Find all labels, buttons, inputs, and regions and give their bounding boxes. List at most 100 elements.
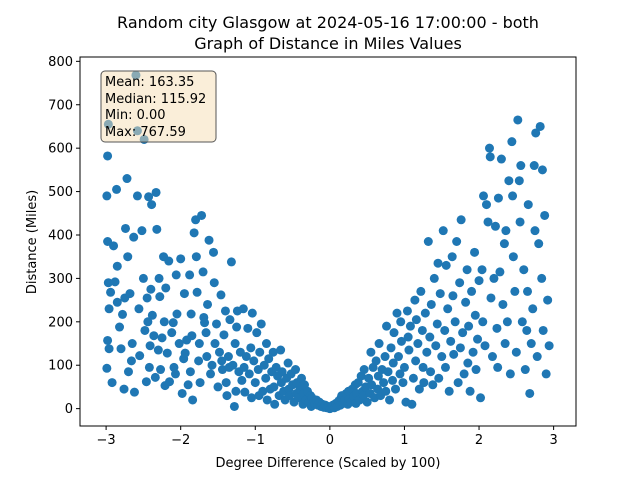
data-point-18: [118, 309, 128, 319]
data-point-131: [244, 369, 254, 379]
data-point-143: [259, 360, 269, 370]
data-point-293: [449, 349, 459, 359]
data-point-85: [191, 252, 201, 262]
data-point-117: [228, 360, 238, 370]
data-point-275: [426, 299, 436, 309]
x-axis-title: Degree Difference (Scaled by 100): [216, 456, 441, 471]
data-point-75: [180, 348, 190, 358]
data-point-242: [386, 343, 396, 353]
data-point-45: [146, 284, 156, 294]
data-point-236: [379, 378, 389, 388]
data-point-290: [446, 336, 456, 346]
data-point-28: [129, 232, 139, 242]
data-point-118: [229, 401, 239, 411]
data-point-262: [411, 356, 421, 366]
data-point-338: [505, 369, 515, 379]
data-point-130: [243, 323, 253, 333]
data-point-12: [110, 277, 120, 287]
data-point-77: [183, 380, 193, 390]
x-tick-label: 2: [475, 433, 483, 448]
data-point-339: [507, 137, 517, 147]
data-point-86: [192, 287, 202, 297]
data-point-347: [516, 161, 526, 171]
data-point-329: [493, 193, 503, 203]
data-point-103: [211, 319, 221, 329]
data-point-91: [198, 267, 208, 277]
data-point-328: [493, 362, 503, 372]
data-point-39: [141, 377, 151, 387]
data-point-246: [391, 384, 400, 394]
data-point-367: [541, 369, 551, 379]
data-point-266: [416, 286, 426, 296]
data-point-352: [523, 286, 533, 296]
data-point-44: [145, 341, 155, 351]
data-point-22: [122, 174, 132, 184]
data-point-255: [402, 306, 412, 316]
data-point-35: [137, 226, 147, 236]
data-point-345: [514, 176, 524, 186]
data-point-36: [138, 273, 148, 283]
data-point-322: [485, 152, 495, 162]
data-point-355: [526, 339, 536, 349]
data-point-280: [433, 258, 443, 268]
data-point-62: [164, 256, 174, 266]
data-point-307: [467, 286, 477, 296]
data-point-145: [261, 339, 271, 349]
data-point-294: [450, 317, 460, 327]
data-point-330: [495, 267, 505, 277]
data-point-263: [411, 315, 421, 325]
data-point-110: [220, 306, 230, 316]
data-point-82: [188, 395, 198, 405]
data-point-230: [371, 356, 381, 366]
data-point-25: [125, 289, 135, 299]
data-point-333: [499, 239, 509, 249]
data-point-281: [434, 373, 444, 383]
data-point-245: [389, 328, 399, 338]
data-point-270: [420, 308, 430, 318]
data-point-295: [452, 237, 462, 246]
data-point-369: [544, 341, 554, 351]
data-point-137: [252, 328, 262, 338]
data-point-357: [529, 161, 539, 171]
data-point-238: [381, 386, 391, 396]
data-point-99: [207, 360, 217, 370]
data-point-135: [249, 356, 259, 366]
data-point-304: [463, 358, 473, 368]
data-point-253: [399, 362, 409, 372]
data-point-15: [112, 297, 122, 307]
data-point-113: [223, 352, 233, 362]
data-point-53: [154, 273, 164, 283]
x-tick-label: −2: [171, 433, 190, 448]
data-point-90: [197, 210, 207, 220]
x-tick-label: 3: [549, 433, 557, 448]
data-point-260: [408, 373, 418, 383]
data-point-368: [543, 295, 553, 305]
data-point-61: [162, 348, 172, 358]
data-point-276: [428, 380, 438, 390]
data-point-327: [492, 323, 502, 333]
data-point-67: [170, 369, 180, 379]
data-point-60: [161, 283, 171, 293]
data-point-296: [453, 378, 463, 388]
data-point-297: [455, 278, 465, 288]
data-point-127: [239, 362, 249, 372]
data-point-142: [258, 386, 268, 396]
data-point-258: [405, 321, 415, 331]
data-point-274: [426, 367, 436, 377]
data-point-68: [171, 270, 181, 280]
data-point-351: [522, 325, 532, 335]
data-point-16: [115, 322, 125, 332]
data-point-240: [383, 367, 393, 377]
data-point-43: [144, 362, 154, 372]
data-point-291: [447, 252, 457, 262]
data-point-252: [398, 378, 408, 388]
data-point-65: [168, 318, 178, 328]
data-point-243: [388, 375, 398, 385]
data-point-55: [156, 365, 166, 375]
data-point-136: [250, 378, 260, 388]
y-tick-label: 700: [48, 98, 73, 113]
data-point-336: [502, 317, 512, 327]
data-point-283: [437, 352, 447, 362]
data-point-320: [483, 217, 493, 227]
data-point-13: [112, 184, 122, 194]
